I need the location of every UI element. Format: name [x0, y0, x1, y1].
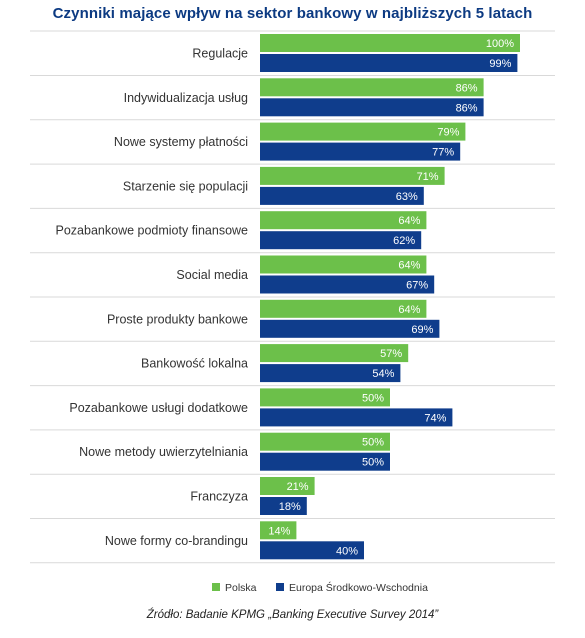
bar-polska-starzenie-sie-populacji	[260, 166, 445, 185]
bar-europa-nowe-formy-co-brandingu	[260, 541, 364, 560]
value-label-europa-proste-produkty-bankowe: 69%	[411, 324, 433, 336]
category-label-social-media: Social media	[176, 268, 248, 282]
bar-europa-pozabankowe-podmioty-finansowe	[260, 231, 422, 250]
category-label-pozabankowe-podmioty-finansowe: Pozabankowe podmioty finansowe	[56, 224, 249, 238]
value-label-europa-starzenie-sie-populacji: 63%	[396, 191, 418, 203]
value-label-polska-nowe-metody-uwierzytelniania: 50%	[362, 437, 384, 449]
value-label-europa-regulacje: 99%	[489, 58, 511, 70]
category-label-bankowosc-lokalna: Bankowość lokalna	[141, 357, 248, 371]
bars: 100% 99% 86% 86% 79% 77% 71% 63% 64% 62% 64% 67% 64%…	[260, 34, 520, 560]
value-label-europa-nowe-metody-uwierzytelniania: 50%	[362, 457, 384, 469]
category-label-nowe-formy-co-brandingu: Nowe formy co-brandingu	[105, 534, 248, 548]
value-label-polska-nowe-systemy-platnosci: 79%	[437, 127, 459, 139]
chart-title: Czynniki mające wpływ na sektor bankowy …	[52, 5, 533, 22]
bar-polska-indywidualizacja-uslug	[260, 78, 484, 97]
legend-swatch	[276, 583, 284, 591]
source-note: Źródło: Badanie KPMG „Banking Executive …	[146, 609, 439, 621]
category-label-pozabankowe-uslugi-dodatkowe: Pozabankowe usługi dodatkowe	[69, 401, 248, 415]
bar-europa-regulacje	[260, 54, 518, 72]
legend-label: Europa Środkowo-Wschodnia	[289, 581, 428, 594]
value-label-polska-regulacje: 100%	[486, 38, 514, 50]
bar-polska-social-media	[260, 255, 427, 274]
value-label-polska-starzenie-sie-populacji: 71%	[417, 171, 439, 183]
row-separators	[30, 30, 555, 564]
bar-polska-proste-produkty-bankowe	[260, 299, 427, 318]
value-label-europa-indywidualizacja-uslug: 86%	[456, 102, 478, 114]
bar-europa-indywidualizacja-uslug	[260, 98, 484, 117]
category-label-starzenie-sie-populacji: Starzenie się populacji	[123, 179, 248, 193]
value-label-polska-indywidualizacja-uslug: 86%	[456, 82, 478, 94]
legend-swatch	[212, 583, 220, 591]
legend-item-polska: Polska	[212, 582, 257, 594]
value-label-polska-social-media: 64%	[398, 260, 420, 272]
value-label-polska-franczyza: 21%	[287, 481, 309, 493]
bar-europa-franczyza	[260, 497, 307, 515]
category-label-nowe-metody-uwierzytelniania: Nowe metody uwierzytelniania	[79, 445, 248, 459]
value-label-europa-pozabankowe-podmioty-finansowe: 62%	[393, 235, 415, 247]
bar-polska-bankowosc-lokalna	[260, 344, 409, 363]
value-label-europa-pozabankowe-uslugi-dodatkowe: 74%	[424, 412, 446, 424]
category-label-proste-produkty-bankowe: Proste produkty bankowe	[107, 312, 248, 326]
bar-europa-pozabankowe-uslugi-dodatkowe	[260, 408, 453, 427]
bar-polska-nowe-formy-co-brandingu	[260, 521, 297, 540]
bar-europa-starzenie-sie-populacji	[260, 186, 424, 205]
legend-item-europa: Europa Środkowo-Wschodnia	[276, 581, 428, 594]
bar-polska-pozabankowe-podmioty-finansowe	[260, 211, 427, 230]
category-label-indywidualizacja-uslug: Indywidualizacja usług	[124, 91, 248, 105]
bar-polska-nowe-metody-uwierzytelniania	[260, 432, 390, 451]
bar-polska-franczyza	[260, 477, 315, 495]
category-label-regulacje: Regulacje	[192, 47, 248, 61]
value-label-europa-nowe-systemy-platnosci: 77%	[432, 147, 454, 159]
category-labels: Regulacje Indywidualizacja usług Nowe syst…	[56, 47, 249, 548]
bar-europa-nowe-metody-uwierzytelniania	[260, 452, 390, 471]
value-label-europa-nowe-formy-co-brandingu: 40%	[336, 545, 358, 557]
bar-polska-nowe-systemy-platnosci	[260, 122, 466, 141]
bar-europa-nowe-systemy-platnosci	[260, 142, 461, 161]
value-label-polska-pozabankowe-uslugi-dodatkowe: 50%	[362, 392, 384, 404]
bar-europa-social-media	[260, 275, 435, 294]
value-label-europa-bankowosc-lokalna: 54%	[372, 368, 394, 380]
category-label-nowe-systemy-platnosci: Nowe systemy płatności	[114, 135, 248, 149]
value-label-polska-bankowosc-lokalna: 57%	[380, 348, 402, 360]
value-label-polska-nowe-formy-co-brandingu: 14%	[268, 525, 290, 537]
value-label-europa-franczyza: 18%	[279, 501, 301, 513]
bar-polska-pozabankowe-uslugi-dodatkowe	[260, 388, 390, 407]
legend-label: Polska	[225, 582, 257, 594]
bar-polska-regulacje	[260, 34, 520, 52]
bar-europa-bankowosc-lokalna	[260, 364, 401, 383]
value-label-polska-proste-produkty-bankowe: 64%	[398, 304, 420, 316]
legend: Polska Europa Środkowo-Wschodnia	[212, 581, 428, 594]
value-label-polska-pozabankowe-podmioty-finansowe: 64%	[398, 215, 420, 227]
value-label-europa-social-media: 67%	[406, 280, 428, 292]
category-label-franczyza: Franczyza	[190, 490, 248, 504]
bar-europa-proste-produkty-bankowe	[260, 319, 440, 338]
